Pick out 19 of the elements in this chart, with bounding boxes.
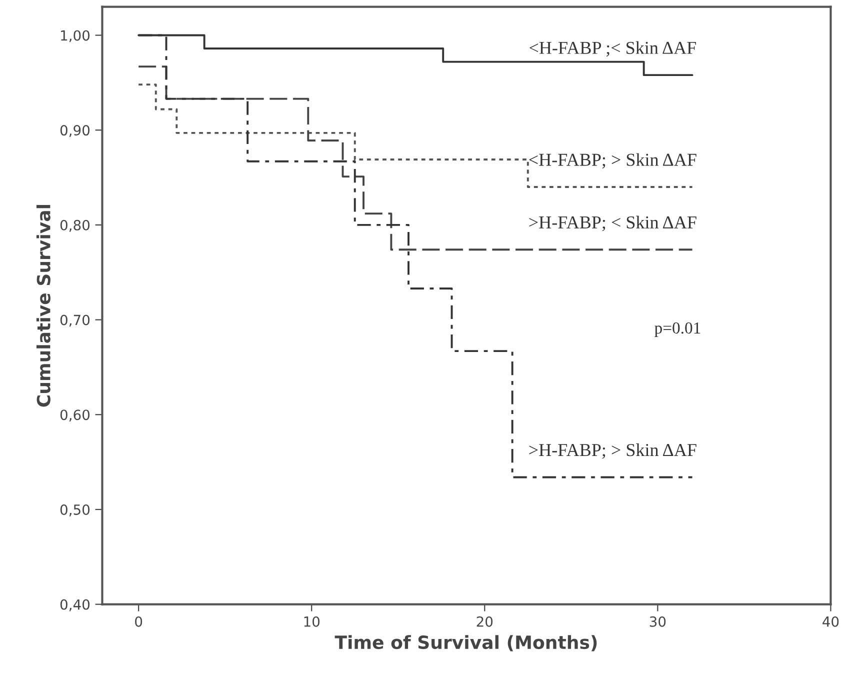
y-tick-label: 0,40 [60,599,90,612]
y-tick-label: 0,90 [60,125,90,137]
x-tick-label: 30 [650,616,666,627]
x-axis-title: Time of Survival (Months) [334,635,597,652]
annotation: p=0.01 [654,322,700,338]
y-tick-label: 0,50 [60,504,90,516]
y-tick-label: 1,00 [61,30,90,42]
x-tick-label: 20 [476,616,493,627]
x-tick-label: 0 [135,616,142,627]
series-label: <H-FABP; > Skin ΔAF [529,153,696,169]
x-tick-label: 40 [822,616,839,627]
y-tick-label: 0,70 [60,314,90,327]
y-tick-label: 0,60 [60,410,90,422]
series-label: >H-FABP; < Skin ΔAF [529,216,696,232]
series-label: >H-FABP; > Skin ΔAF [529,443,696,459]
series-label: <H-FABP ;< Skin ΔAF [530,41,696,57]
x-tick-label: 10 [304,616,320,627]
y-tick-label: 0,80 [60,220,90,232]
y-axis-title: Cumulative Survival [36,205,50,407]
